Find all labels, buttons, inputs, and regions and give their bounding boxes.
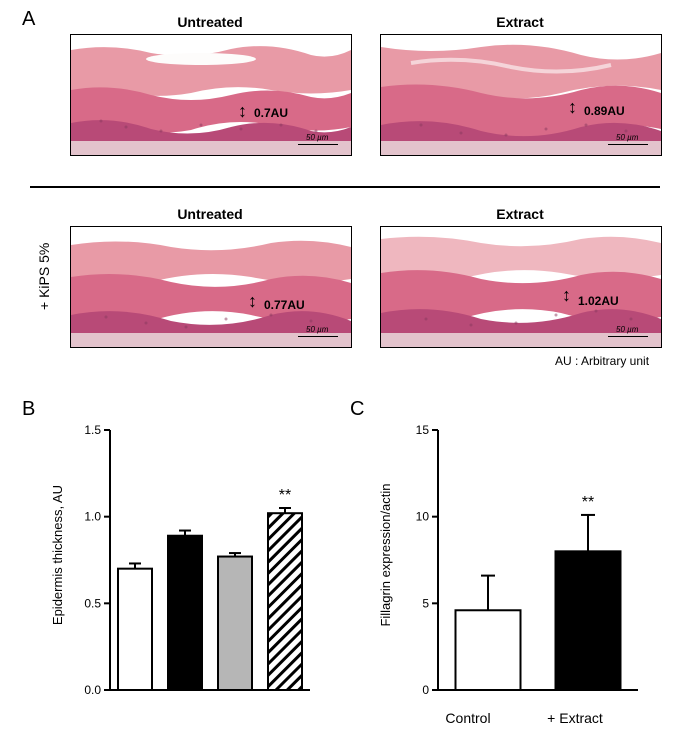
svg-text:5: 5 — [422, 596, 429, 610]
panel-c-xlabel-control: Control — [418, 710, 518, 726]
row-label-kips: + KiPS 5% — [36, 243, 52, 310]
thickness-arrow-icon: ↕ — [568, 98, 577, 116]
svg-text:1.5: 1.5 — [84, 423, 101, 437]
panel-c-ylabel: Fillagrin expression/actin — [378, 430, 393, 680]
svg-text:10: 10 — [416, 510, 430, 524]
panel-c-chart: 0 5 10 15 ** — [408, 420, 648, 710]
chart-c-svg: 0 5 10 15 ** — [408, 420, 648, 710]
scale-bar — [608, 336, 648, 337]
scale-bar — [608, 144, 648, 145]
panel-b-label: B — [22, 398, 35, 421]
au-note: AU : Arbitrary unit — [555, 354, 649, 368]
svg-text:0.5: 0.5 — [84, 596, 101, 610]
au-value-top-right: 0.89AU — [584, 104, 625, 118]
col-header-untreated-top: Untreated — [70, 14, 350, 30]
svg-text:0: 0 — [422, 683, 429, 697]
thickness-arrow-icon: ↕ — [562, 286, 571, 304]
panel-b-ylabel: Epidermis thickness, AU — [50, 425, 65, 685]
svg-text:15: 15 — [416, 423, 430, 437]
col-header-untreated-bot: Untreated — [70, 206, 350, 222]
row-divider — [30, 186, 660, 188]
svg-text:1.0: 1.0 — [84, 510, 101, 524]
scale-text-top-left: 50 µm — [306, 133, 328, 142]
thickness-arrow-icon: ↕ — [238, 102, 247, 120]
scale-bar — [298, 144, 338, 145]
col-header-extract-top: Extract — [380, 14, 660, 30]
thickness-arrow-icon: ↕ — [248, 292, 257, 310]
chart-b-svg: 0.0 0.5 1.0 1.5 ** — [80, 420, 320, 710]
au-value-bot-right: 1.02AU — [578, 294, 619, 308]
panel-c-label: C — [350, 398, 364, 421]
panel-a-label: A — [22, 8, 35, 31]
panel-c-xlabel-extract: + Extract — [520, 710, 630, 726]
scale-text-bot-left: 50 µm — [306, 325, 328, 334]
svg-text:0.0: 0.0 — [84, 683, 101, 697]
col-header-extract-bot: Extract — [380, 206, 660, 222]
scale-text-bot-right: 50 µm — [616, 325, 638, 334]
figure-root: A Untreated Extract ↕ 0.7AU 50 µ — [0, 0, 685, 755]
au-value-bot-left: 0.77AU — [264, 298, 305, 312]
scale-text-top-right: 50 µm — [616, 133, 638, 142]
svg-text:**: ** — [279, 487, 291, 504]
panel-b-chart: 0.0 0.5 1.0 1.5 ** — [80, 420, 320, 710]
svg-text:**: ** — [582, 494, 594, 511]
scale-bar — [298, 336, 338, 337]
au-value-top-left: 0.7AU — [254, 106, 288, 120]
